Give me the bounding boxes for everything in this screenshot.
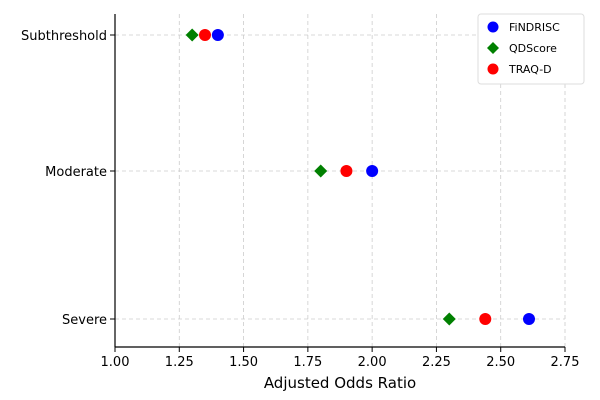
y-axis-ticks: Subthreshold Moderate Severe [21, 29, 115, 328]
x-tick-label: 2.25 [422, 355, 451, 370]
legend-label: TRAQ-D [508, 63, 552, 76]
legend-frame [477, 13, 585, 85]
legend: FiNDRISC QDScore TRAQ-D [477, 13, 585, 85]
traq-d-point [199, 29, 211, 41]
x-tick-label: 1.50 [229, 355, 258, 370]
x-axis-ticks: 1.00 1.25 1.50 1.75 2.00 2.25 2.50 2.75 [101, 347, 580, 370]
x-tick-label: 1.25 [165, 355, 194, 370]
x-axis-title: Adjusted Odds Ratio [264, 374, 416, 392]
y-tick-label: Severe [62, 313, 107, 328]
traq-d-point [340, 165, 353, 177]
data-points [185, 28, 535, 326]
traq-d-point [479, 313, 492, 325]
legend-marker [487, 21, 499, 33]
legend-label: QDScore [509, 42, 557, 55]
legend-marker [487, 63, 499, 75]
x-tick-label: 1.75 [293, 355, 322, 370]
qdscore-point [314, 164, 328, 178]
x-tick-label: 2.75 [551, 355, 580, 370]
findrisc-point [366, 165, 379, 177]
y-tick-label: Moderate [45, 165, 107, 180]
qdscore-point [442, 312, 456, 326]
x-tick-label: 1.00 [101, 355, 130, 370]
y-tick-label: Subthreshold [21, 29, 107, 44]
legend-marker [487, 42, 499, 54]
findrisc-point [211, 29, 224, 41]
qdscore-point [185, 28, 199, 42]
x-tick-label: 2.00 [358, 355, 387, 370]
findrisc-point [523, 313, 535, 325]
legend-label: FiNDRISC [509, 21, 560, 34]
x-tick-label: 2.50 [486, 355, 515, 370]
